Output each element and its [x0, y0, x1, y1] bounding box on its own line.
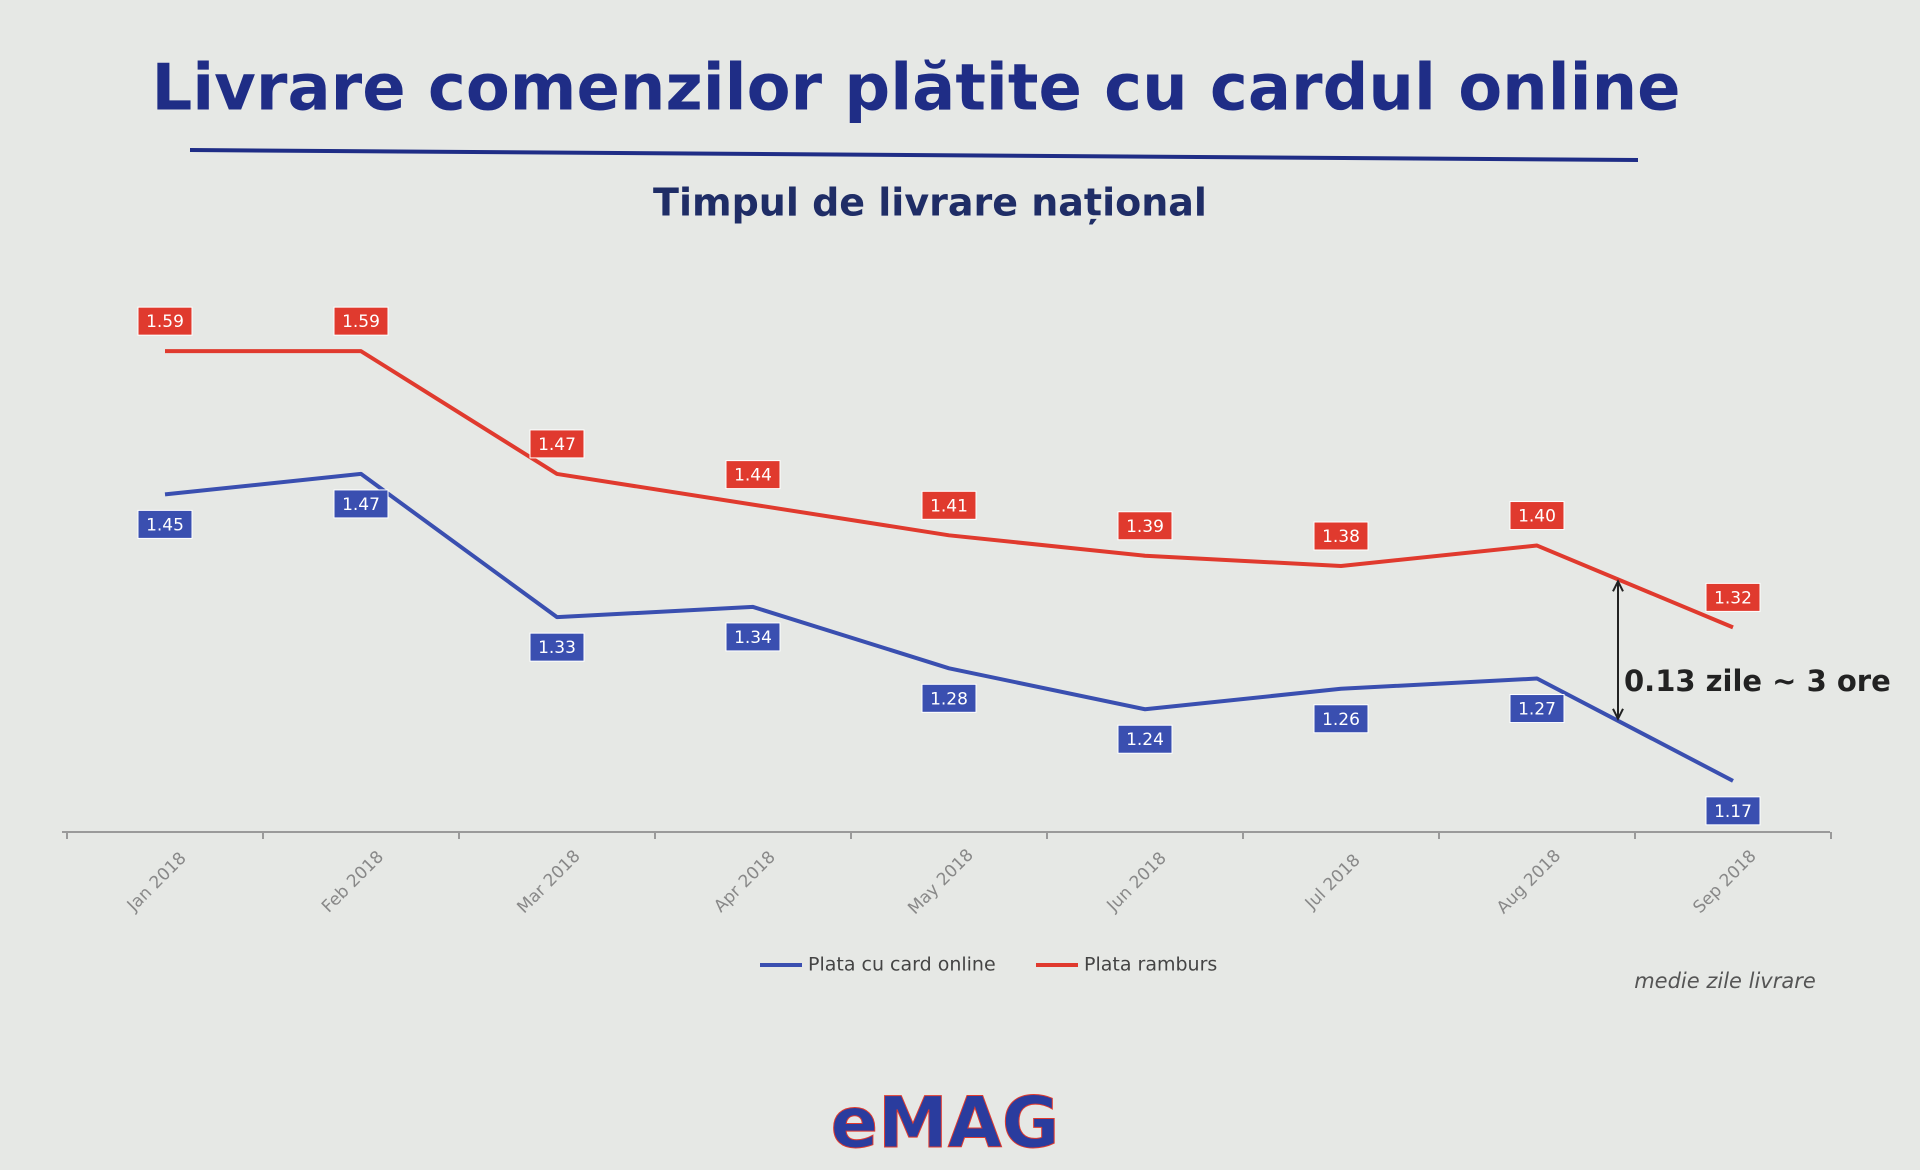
- value-label-box: [1509, 694, 1565, 724]
- value-label: 1.41: [930, 496, 968, 516]
- title-underline: [189, 148, 1639, 162]
- value-label: 1.32: [1714, 588, 1752, 608]
- value-label: 1.39: [1126, 517, 1164, 537]
- value-label-box: [725, 622, 781, 652]
- value-label-box: [137, 306, 193, 336]
- value-label-box: [725, 460, 781, 490]
- value-label: 1.38: [1322, 527, 1360, 547]
- value-label: 1.47: [342, 495, 380, 515]
- value-label-box: [1705, 582, 1761, 612]
- value-label: 1.59: [146, 312, 184, 332]
- value-label-box: [1117, 511, 1173, 541]
- value-label: 1.34: [734, 628, 772, 648]
- value-label-box: [1313, 521, 1369, 551]
- value-label: 1.47: [538, 435, 576, 455]
- gap-arrow: [1612, 579, 1624, 722]
- value-label-box: [1313, 704, 1369, 734]
- value-label: 1.27: [1518, 700, 1556, 720]
- annotation: 0.13 zile ~ 3 ore: [1624, 664, 1891, 698]
- value-label: 1.59: [342, 312, 380, 332]
- logo: eMAG: [831, 1082, 1060, 1164]
- value-label: 1.45: [146, 515, 184, 535]
- value-label-box: [921, 683, 977, 713]
- value-label-box: [137, 509, 193, 539]
- note: medie zile livrare: [1634, 969, 1816, 993]
- value-label: 1.17: [1714, 802, 1752, 822]
- value-label-box: [333, 489, 389, 519]
- value-label-box: [529, 632, 585, 662]
- legend-label: Plata cu card online: [808, 954, 996, 976]
- value-label-box: [333, 306, 389, 336]
- value-label-box: [529, 429, 585, 459]
- value-label: 1.40: [1518, 507, 1556, 527]
- value-label: 1.33: [538, 638, 576, 658]
- chart-title: Livrare comenzilor plătite cu cardul onl…: [151, 52, 1680, 126]
- value-label: 1.28: [930, 689, 968, 709]
- value-label-box: [1705, 796, 1761, 826]
- value-label-box: [921, 490, 977, 520]
- value-label: 1.26: [1322, 710, 1360, 730]
- legend-label: Plata ramburs: [1084, 954, 1217, 976]
- series-line: [165, 349, 1734, 630]
- value-label: 1.44: [734, 466, 772, 486]
- series-line: [164, 471, 1734, 783]
- value-label-box: [1117, 724, 1173, 754]
- value-label: 1.24: [1126, 730, 1164, 750]
- chart-subtitle: Timpul de livrare național: [653, 181, 1207, 225]
- value-label-box: [1509, 501, 1565, 531]
